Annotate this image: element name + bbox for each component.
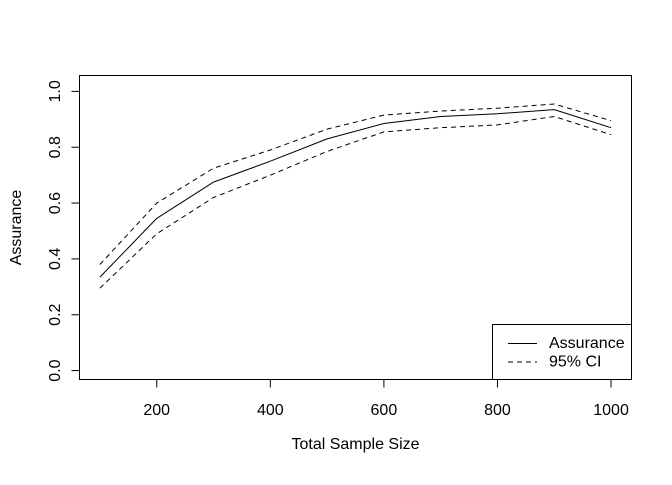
x-axis: 200 400 600 800 1000	[143, 379, 629, 419]
legend-entry-label: 95% CI	[549, 354, 601, 371]
y-axis: 0.0 0.2 0.4 0.6 0.8 1.0	[47, 80, 80, 382]
series-assurance	[99, 109, 612, 278]
x-tick-label: 400	[257, 402, 284, 419]
y-tick-label: 0.2	[47, 303, 64, 325]
legend: Assurance 95% CI	[492, 324, 632, 380]
series-ci-upper	[99, 103, 612, 265]
plot-box	[79, 75, 632, 380]
x-tick-label: 1000	[593, 402, 629, 419]
y-tick-label: 0.4	[47, 248, 64, 270]
y-tick-label: 0.8	[47, 136, 64, 158]
y-tick-label: 0.0	[47, 359, 64, 381]
y-tick-label: 0.6	[47, 192, 64, 214]
x-tick-label: 800	[484, 402, 511, 419]
x-tick-label: 600	[371, 402, 398, 419]
legend-box	[492, 324, 632, 380]
series-ci-lower	[99, 116, 612, 289]
legend-entry-label: Assurance	[549, 335, 625, 352]
y-axis-title: Assurance	[8, 190, 25, 266]
y-tick-label: 1.0	[47, 80, 64, 102]
x-tick-label: 200	[143, 402, 170, 419]
x-axis-title: Total Sample Size	[291, 436, 419, 453]
